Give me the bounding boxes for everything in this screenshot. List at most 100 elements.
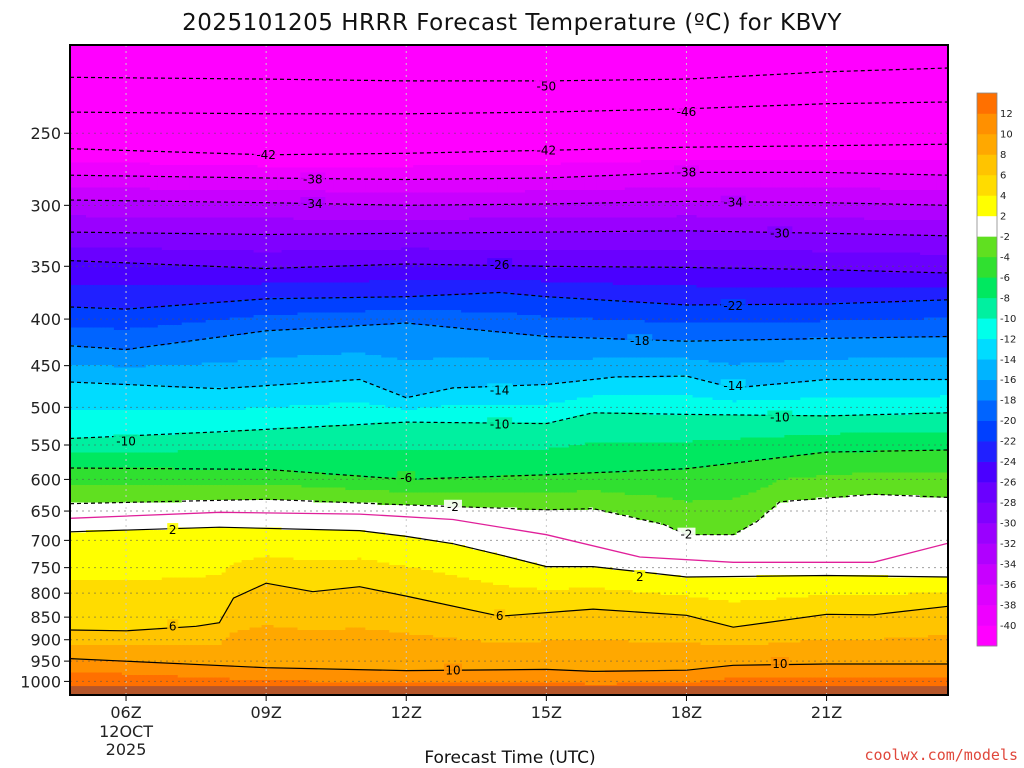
fill-cell xyxy=(137,45,143,164)
fill-cell xyxy=(744,340,750,364)
fill-cell xyxy=(672,305,678,324)
fill-cell xyxy=(441,572,446,606)
fill-cell xyxy=(652,302,658,324)
fill-cell xyxy=(692,267,698,286)
fill-cell xyxy=(728,645,734,666)
fill-cell xyxy=(796,400,801,416)
fill-cell xyxy=(668,575,674,596)
fill-cell xyxy=(457,357,462,389)
fill-cell xyxy=(181,627,187,646)
fill-cell xyxy=(425,205,430,221)
fill-cell xyxy=(281,235,287,251)
fill-cell xyxy=(245,630,251,669)
fill-cell xyxy=(257,177,263,191)
fill-cell xyxy=(652,415,658,444)
fill-cell xyxy=(70,247,75,261)
fill-cell xyxy=(648,377,654,396)
fill-cell xyxy=(724,267,730,289)
fill-cell xyxy=(437,492,442,506)
fill-cell xyxy=(261,267,267,284)
fill-cell xyxy=(70,365,75,384)
fill-cell xyxy=(429,505,434,541)
fill-cell xyxy=(732,305,738,324)
fill-cell xyxy=(628,395,634,414)
fill-cell xyxy=(556,670,562,684)
fill-cell xyxy=(385,280,390,299)
fill-cell xyxy=(441,45,446,166)
fill-cell xyxy=(756,400,762,416)
fill-cell xyxy=(341,530,346,561)
fill-cell xyxy=(457,577,462,609)
fill-cell xyxy=(173,265,179,286)
fill-cell xyxy=(752,187,758,204)
fill-cell xyxy=(241,410,247,431)
fill-cell xyxy=(145,247,151,266)
fill-cell xyxy=(117,630,123,646)
fill-cell xyxy=(225,665,231,679)
fill-cell xyxy=(369,532,374,561)
fill-cell xyxy=(800,305,805,324)
fill-cell xyxy=(437,450,442,479)
fill-cell xyxy=(556,250,562,269)
fill-cell xyxy=(353,180,358,194)
fill-cell xyxy=(604,232,610,251)
fill-cell xyxy=(329,487,334,504)
fill-cell xyxy=(485,552,490,584)
fill-cell xyxy=(281,667,287,681)
fill-cell xyxy=(708,382,714,399)
fill-cell xyxy=(744,527,750,579)
fill-cell xyxy=(161,675,167,695)
fill-cell xyxy=(433,180,438,194)
fill-cell xyxy=(524,177,530,191)
fill-cell xyxy=(145,580,151,631)
fill-cell xyxy=(113,307,119,331)
fill-cell xyxy=(369,297,374,311)
fill-cell xyxy=(361,380,366,404)
fill-cell xyxy=(620,492,626,516)
fill-cell xyxy=(437,477,442,494)
fill-cell xyxy=(449,542,454,576)
fill-cell xyxy=(664,45,670,161)
fill-cell xyxy=(93,247,99,264)
fill-cell xyxy=(720,340,726,364)
fill-cell xyxy=(217,645,223,666)
fill-cell xyxy=(261,557,267,586)
fill-cell xyxy=(305,267,311,284)
fill-cell xyxy=(101,530,107,581)
fill-cell xyxy=(73,307,79,329)
fill-cell xyxy=(157,645,163,664)
fill-cell xyxy=(70,215,75,234)
fill-cell xyxy=(121,580,127,631)
fill-cell xyxy=(297,330,303,356)
fill-cell xyxy=(105,382,111,411)
fill-cell xyxy=(688,535,694,579)
fill-cell xyxy=(257,167,263,179)
fill-cell xyxy=(185,45,191,166)
fill-cell xyxy=(748,525,754,579)
fill-cell xyxy=(576,380,582,399)
fill-cell xyxy=(636,395,642,414)
fill-cell xyxy=(289,267,295,284)
fill-cell xyxy=(353,450,358,476)
fill-cell xyxy=(485,232,490,251)
fill-cell xyxy=(233,362,239,389)
fill-cell xyxy=(177,177,183,191)
fill-cell xyxy=(676,575,682,596)
fill-cell xyxy=(289,235,295,251)
fill-cell xyxy=(728,415,734,441)
fill-cell xyxy=(481,492,486,509)
fill-cell xyxy=(620,250,626,269)
fill-cell xyxy=(105,45,111,164)
fill-cell xyxy=(616,285,622,301)
fill-cell xyxy=(576,640,582,671)
fill-cell xyxy=(169,527,175,579)
fill-cell xyxy=(401,265,406,281)
fill-cell xyxy=(221,450,227,471)
fill-cell xyxy=(425,310,430,326)
fill-cell xyxy=(520,165,526,179)
fill-cell xyxy=(532,280,538,296)
fill-cell xyxy=(97,365,103,384)
fill-cell xyxy=(505,45,510,166)
fill-cell xyxy=(73,630,79,646)
fill-cell xyxy=(672,395,678,416)
